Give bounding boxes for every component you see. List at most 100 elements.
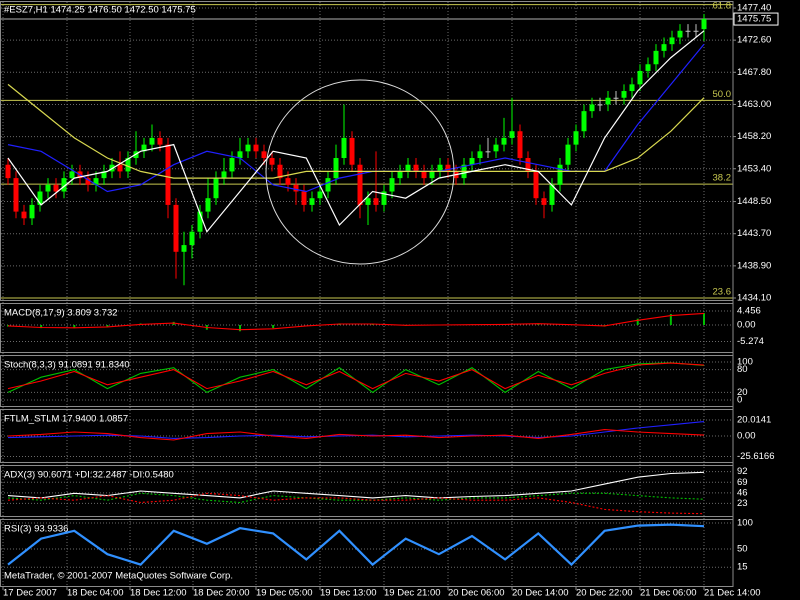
candle-body (437, 164, 443, 172)
price-label: 1477.40 (737, 3, 771, 14)
panel-tick-label: 23 (737, 498, 748, 509)
candle-body (269, 158, 275, 165)
candle-body (405, 164, 411, 172)
candle-body (445, 164, 451, 172)
candle-body (397, 171, 403, 179)
price-label: 1448.50 (737, 196, 771, 207)
candle-body (237, 151, 243, 159)
candle-body (573, 131, 579, 145)
candle-body (677, 30, 683, 38)
time-label: 21 Dec 06:00 (640, 588, 697, 599)
time-label: 19 Dec 05:00 (256, 588, 313, 599)
panel-tick-label: 0 (737, 395, 742, 406)
candle-body (125, 158, 131, 172)
price-label: 1463.00 (737, 99, 771, 110)
candle-body (365, 198, 371, 205)
candle-body (469, 158, 475, 165)
panel-tick-label: 0.00 (737, 320, 756, 331)
time-label: 20 Dec 14:00 (512, 588, 569, 599)
candle-body (541, 198, 547, 205)
panel-tick-label: 100 (737, 357, 753, 368)
candle-body (589, 104, 595, 112)
candle-body (173, 204, 179, 252)
panel-header: ADX(3) 90.6071 +DI:32.2487 -DI:0.5480 (4, 470, 174, 481)
candle-body (117, 164, 123, 172)
copyright: MetaTrader, © 2001-2007 MetaQuotes Softw… (4, 571, 233, 582)
candle-body (597, 104, 603, 106)
price-label: 1458.20 (737, 131, 771, 142)
time-label: 21 Dec 14:00 (704, 588, 761, 599)
panel-tick-label: -25.6166 (737, 451, 775, 462)
candle-body (285, 178, 291, 185)
candle-body (21, 211, 27, 219)
indicator-line (7, 492, 705, 504)
panel-tick-label: 92 (737, 466, 748, 477)
panel-tick-label: 46 (737, 487, 748, 498)
candle-body (325, 178, 331, 192)
indicator-line (7, 492, 705, 515)
candle-body (493, 144, 499, 152)
panel-header: MACD(8,17,9) 3.809 3.732 (4, 308, 118, 319)
fib-label: 61.8 (713, 1, 732, 12)
panel-tick-label: 4.456 (737, 306, 761, 317)
candle-body (157, 137, 163, 145)
highlight-circle (265, 79, 455, 265)
candle-body (213, 178, 219, 199)
candle-body (165, 144, 171, 205)
panel-tick-label: 100 (737, 518, 753, 529)
panel-header: Stoch(8,3,3) 91.0891 91.8340 (4, 360, 130, 371)
indicator-line (7, 523, 705, 567)
candle-body (373, 198, 379, 205)
candle-body (549, 184, 555, 205)
candle-body (13, 178, 19, 212)
price-label: 1438.90 (737, 260, 771, 271)
panel-tick-label: 80 (737, 364, 748, 375)
candle-body (309, 198, 315, 205)
candle-body (277, 164, 283, 179)
panel-tick-label: 69 (737, 477, 748, 488)
panel-header: RSI(3) 93.9336 (4, 524, 68, 535)
indicator-line (7, 429, 705, 441)
candle-body (421, 171, 427, 179)
candle-body (85, 178, 91, 185)
candle-body (645, 64, 651, 71)
candle-body (653, 50, 659, 65)
candle-body (517, 131, 523, 159)
candle-body (485, 151, 491, 153)
candle-body (349, 137, 355, 165)
candle-body (293, 184, 299, 192)
candle-body (333, 158, 339, 179)
candle-body (101, 171, 107, 179)
fib-label: 38.2 (713, 173, 732, 184)
panel-tick-label: 20.0141 (737, 415, 771, 426)
price-box (733, 12, 779, 26)
candle-body (245, 144, 251, 152)
candle-body (45, 184, 51, 192)
candle-body (565, 144, 571, 165)
candle-body (477, 151, 483, 159)
panel-tick-label: -5.274 (737, 336, 764, 347)
time-label: 19 Dec 13:00 (320, 588, 377, 599)
candle-body (29, 204, 35, 219)
plot-layer (0, 1, 736, 590)
price-label: 1434.10 (737, 293, 771, 304)
candle-body (5, 164, 11, 179)
candle-body (149, 137, 155, 145)
candle-body (533, 171, 539, 199)
candle-body (317, 191, 323, 199)
moving-average (7, 30, 705, 233)
candle-body (93, 178, 99, 185)
candle-body (197, 211, 203, 232)
fib-label: 50.0 (713, 89, 732, 100)
candle-body (509, 131, 515, 138)
price-label: 1443.70 (737, 228, 771, 239)
candle-body (557, 164, 563, 185)
candle-body (37, 191, 43, 205)
candle-body (389, 178, 395, 192)
panel-header: FTLM_STLM 17.9400 1.0857 (4, 414, 128, 425)
price-label: 1453.40 (737, 163, 771, 174)
candle-body (229, 158, 235, 172)
candle-body (141, 144, 147, 152)
candle-body (357, 164, 363, 205)
indicator-line (7, 312, 705, 331)
